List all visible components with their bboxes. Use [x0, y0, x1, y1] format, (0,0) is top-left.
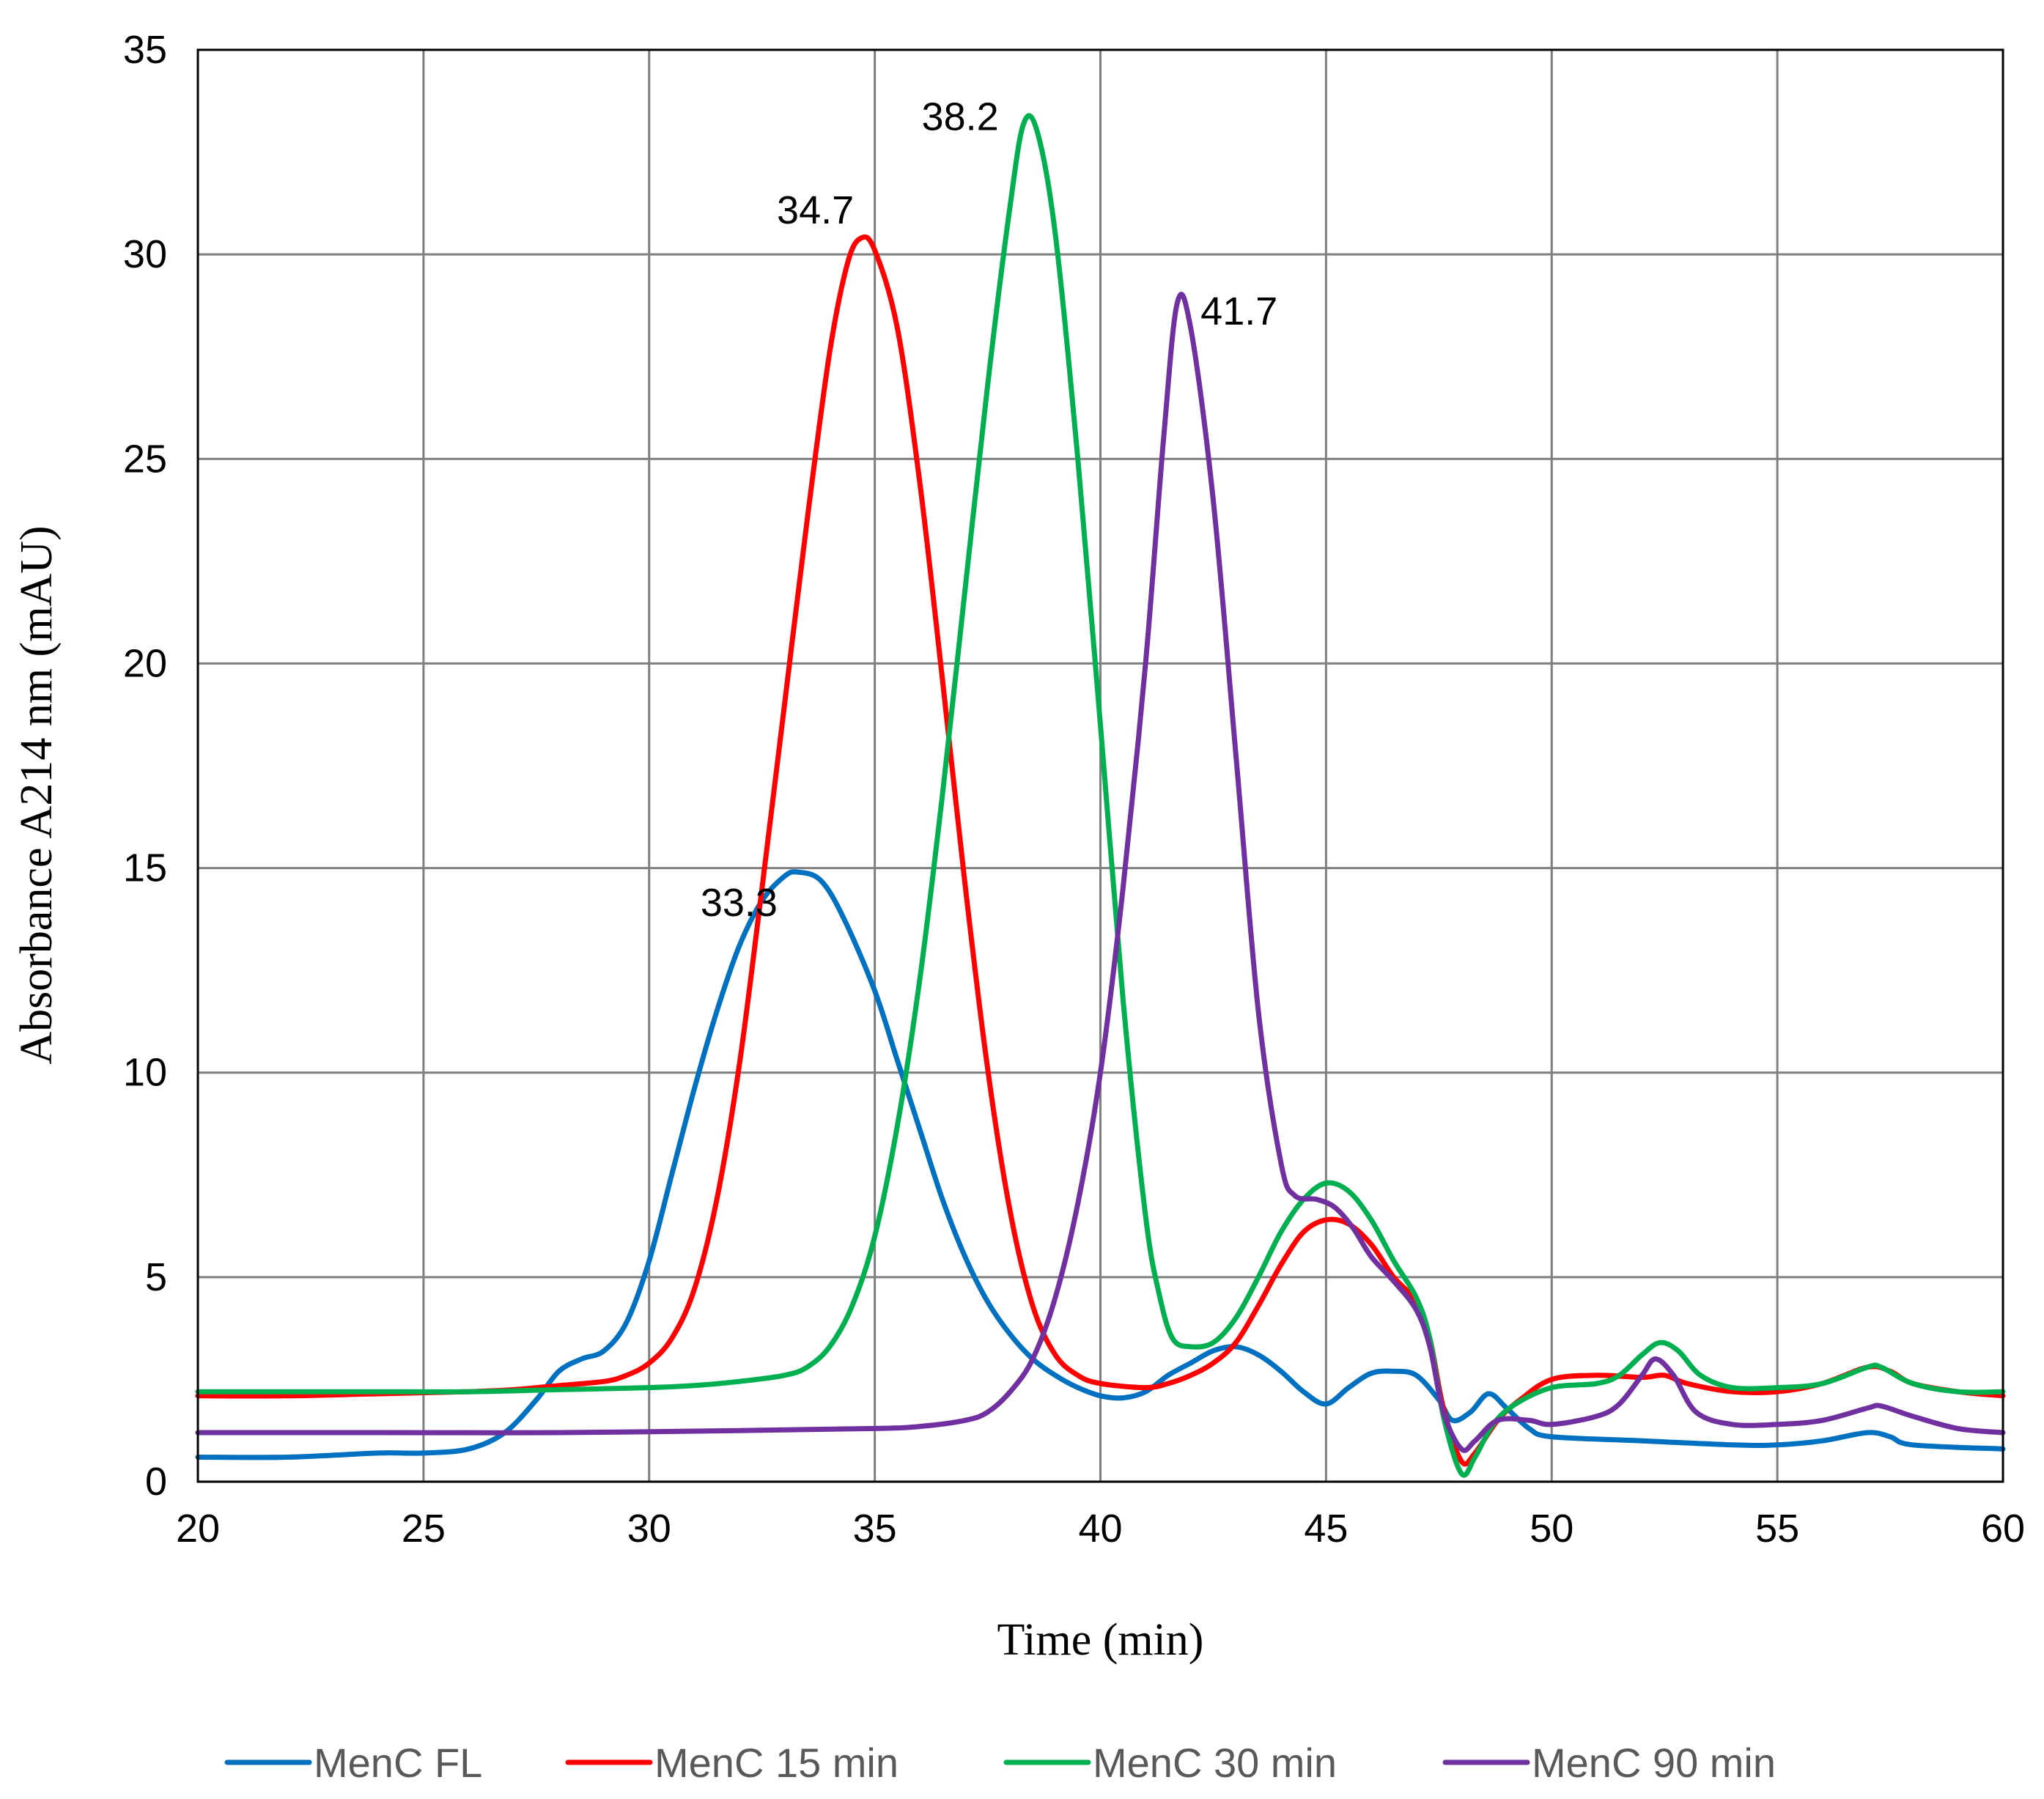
legend-label-menc-30-min: MenC 30 min	[1093, 1740, 1337, 1786]
x-tick-label: 60	[1981, 1507, 2025, 1551]
series-layer	[195, 113, 2006, 1478]
y-tick-label: 5	[145, 1255, 167, 1299]
peak-label: 33.3	[701, 881, 778, 925]
legend: MenC FL MenC 15 min MenC 30 min MenC 90 min	[224, 1740, 1776, 1786]
y-tick-label: 25	[123, 437, 167, 481]
series-line-menc-30-min	[195, 113, 2006, 1478]
x-axis-title: Time (min)	[997, 1615, 1204, 1665]
y-axis-title: Absorbance A214 nm (mAU)	[12, 525, 62, 1064]
peak-label: 41.7	[1200, 289, 1277, 333]
y-tick-label: 35	[123, 28, 167, 72]
x-tick-label: 30	[627, 1507, 671, 1551]
legend-label-menc-15-min: MenC 15 min	[654, 1740, 899, 1786]
y-tick-labels: 0 5 10 15 20 25 30 35	[123, 28, 167, 1504]
plot-frame	[196, 48, 2004, 1483]
x-tick-label: 25	[402, 1507, 446, 1551]
series-line-menc-fl	[195, 869, 2006, 1460]
legend-label-menc-90-min: MenC 90 min	[1532, 1740, 1776, 1786]
x-tick-label: 20	[176, 1507, 220, 1551]
x-tick-label: 55	[1755, 1507, 1799, 1551]
x-tick-label: 35	[853, 1507, 897, 1551]
x-tick-label: 40	[1078, 1507, 1122, 1551]
x-tick-label: 50	[1530, 1507, 1573, 1551]
y-tick-label: 10	[123, 1051, 167, 1095]
peak-label: 34.7	[777, 188, 854, 232]
legend-label-menc-fl: MenC FL	[314, 1740, 482, 1786]
peak-label: 38.2	[922, 95, 999, 138]
x-tick-labels: 20 25 30 35 40 45 50 55 60	[176, 1507, 2025, 1551]
y-tick-label: 20	[123, 641, 167, 685]
series-line-menc-90-min	[195, 292, 2006, 1453]
y-tick-label: 30	[123, 232, 167, 276]
x-tick-label: 45	[1304, 1507, 1348, 1551]
y-tick-label: 0	[145, 1460, 167, 1504]
peak-annotations: 33.3 34.7 38.2 41.7	[701, 95, 1277, 925]
y-tick-label: 15	[123, 846, 167, 890]
series-line-menc-15-min	[195, 234, 2006, 1467]
